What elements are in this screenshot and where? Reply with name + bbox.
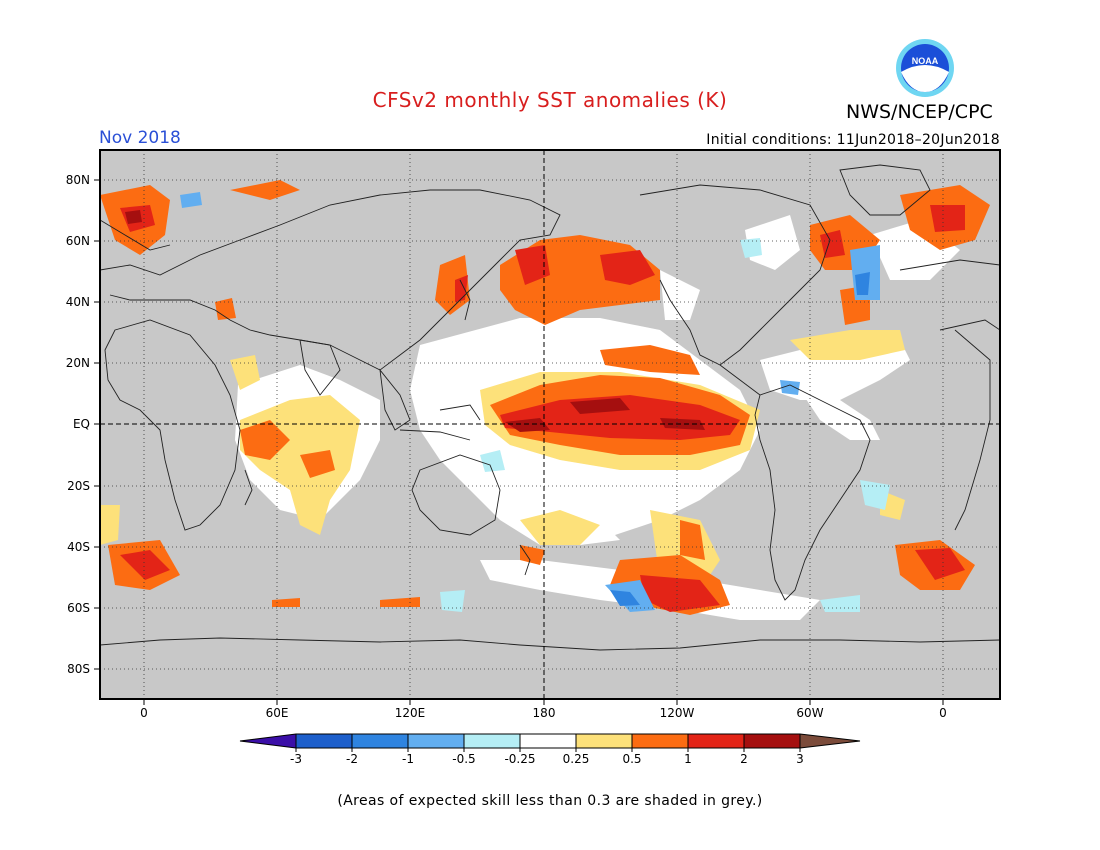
forecast-month: Nov 2018 <box>99 128 181 148</box>
colorbar-segment <box>744 734 800 748</box>
colorbar-label: 0.25 <box>562 752 590 766</box>
colorbar-segment <box>240 734 296 748</box>
weak-cool-anomaly-regions <box>440 238 890 612</box>
lat-label: 20S <box>67 479 90 493</box>
colorbar-label: -0.5 <box>452 752 476 766</box>
colorbar-segment <box>296 734 352 748</box>
colorbar-segment <box>800 734 860 748</box>
colorbar-segment <box>352 734 408 748</box>
colorbar-segment <box>408 734 464 748</box>
lat-label: 80S <box>67 662 90 676</box>
colorbar-segment <box>520 734 576 748</box>
lon-label: 120E <box>394 706 426 720</box>
lon-label: 0 <box>140 706 148 720</box>
lon-label: 0 <box>939 706 947 720</box>
lat-label: 20N <box>65 356 90 370</box>
very-strong-warm-anomaly-regions <box>125 210 705 432</box>
lat-label: 80N <box>65 173 90 187</box>
colorbar-label: 3 <box>796 752 804 766</box>
initial-conditions: Initial conditions: 11Jun2018–20Jun2018 <box>706 132 1000 148</box>
colorbar-label: 0.5 <box>622 752 642 766</box>
lat-label: EQ <box>72 417 90 431</box>
lon-label: 60W <box>796 706 824 720</box>
colorbar-segment <box>464 734 520 748</box>
colorbar-label: 1 <box>684 752 692 766</box>
lat-label: 40N <box>65 295 90 309</box>
agency-label: NWS/NCEP/CPC <box>846 101 993 123</box>
colorbar-segment <box>688 734 744 748</box>
map-title: CFSv2 monthly SST anomalies (K) <box>372 88 728 112</box>
colorbar <box>239 733 861 752</box>
colorbar-label: -1 <box>402 752 414 766</box>
lon-label: 60E <box>265 706 289 720</box>
colorbar-label: 2 <box>740 752 748 766</box>
coastlines <box>100 164 1000 651</box>
lat-label: 40S <box>67 540 90 554</box>
colorbar-label: -0.25 <box>504 752 536 766</box>
lon-label: 120W <box>659 706 695 720</box>
axis-ticks <box>94 179 944 705</box>
colorbar-label: -3 <box>290 752 302 766</box>
skill-footnote: (Areas of expected skill less than 0.3 a… <box>337 793 763 809</box>
colorbar-label: -2 <box>346 752 358 766</box>
lat-label: 60S <box>67 601 90 615</box>
colorbar-segment <box>576 734 632 748</box>
strong-cool-anomaly-regions <box>610 272 870 606</box>
lon-label: 180 <box>532 706 556 720</box>
lat-label: 60N <box>65 234 90 248</box>
colorbar-segment <box>632 734 688 748</box>
